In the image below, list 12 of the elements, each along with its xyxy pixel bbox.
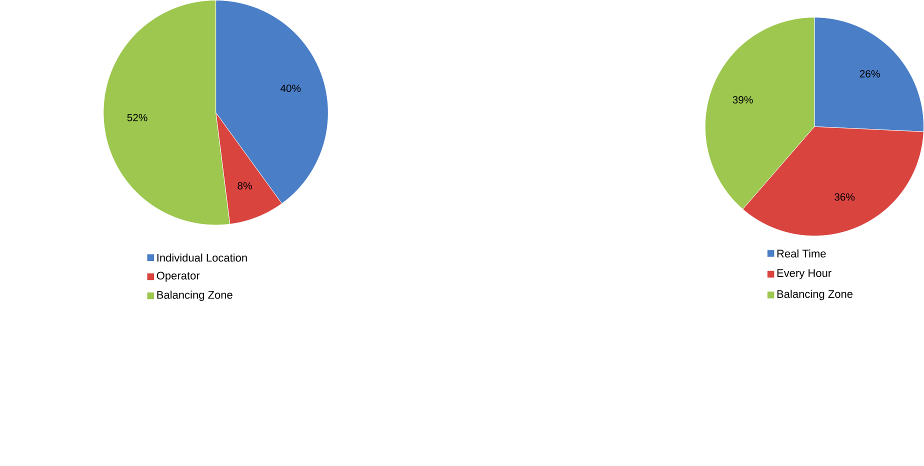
legend-label: Real Time: [777, 250, 826, 258]
legend-label: Balancing Zone: [777, 290, 853, 300]
legend-label: Balancing Zone: [157, 290, 232, 302]
data-label: 52%: [127, 114, 148, 122]
legend-label: Operator: [156, 272, 200, 282]
legend-label: Every Hour: [777, 270, 832, 280]
data-label: 26%: [860, 70, 880, 78]
data-label: 36%: [834, 194, 855, 201]
data-label: 40%: [280, 84, 301, 92]
legend-label: Individual Location: [157, 254, 247, 262]
data-label: 8%: [238, 182, 252, 190]
data-label: 39%: [732, 96, 753, 104]
